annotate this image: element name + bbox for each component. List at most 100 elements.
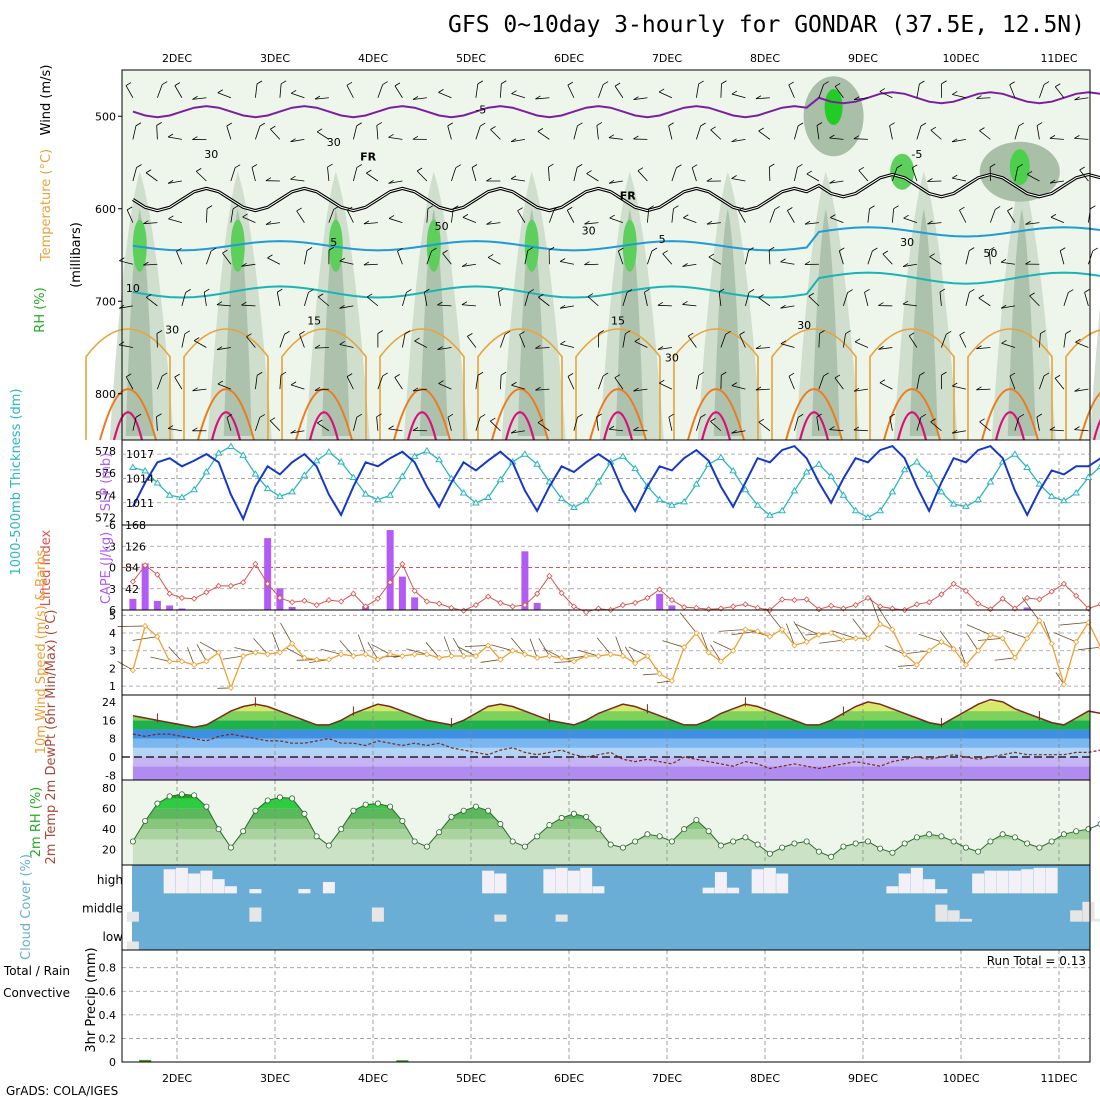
wind-barb [965, 250, 970, 265]
wind-barb [437, 347, 452, 350]
wind-barb-flag [156, 413, 162, 418]
wind-barb-flag [314, 344, 321, 349]
wind-barb-flag [553, 206, 560, 210]
thickness-point [337, 458, 346, 465]
wind-barb [596, 637, 611, 655]
temp-2m-panel: 24 16 8 0 -8 [102, 694, 1100, 782]
rh-point [583, 813, 590, 820]
wind-barb-flag [356, 413, 363, 418]
wind-barb-flag [280, 80, 287, 85]
wind-barb [467, 336, 477, 348]
wind-barb [1063, 333, 1067, 348]
wind-barb-flag [804, 261, 811, 265]
wind-speed-point [485, 642, 492, 649]
rh-point [852, 840, 859, 847]
cloud-bar [935, 904, 948, 922]
wind-speed-point [534, 654, 541, 661]
wind-barb-flag [657, 301, 664, 306]
wind-barb [560, 343, 574, 348]
lifted-index-point [154, 571, 161, 578]
isotherm-plus20 [197, 388, 255, 441]
wind-barb [443, 636, 452, 657]
wind-barb [511, 178, 525, 182]
thickness-point [582, 496, 591, 504]
wind-barb [480, 659, 501, 663]
thickness-point [913, 458, 921, 465]
wind-barb [758, 130, 771, 140]
rh-shade-50 [419, 208, 448, 436]
wind-barb [174, 85, 183, 98]
wind-barb [255, 125, 261, 140]
wind-barb-flag [893, 205, 899, 210]
wind-barb-flag [204, 288, 210, 293]
wind-barb-flag [637, 167, 644, 172]
cape-bar [398, 576, 406, 610]
wind-barb-flag [511, 381, 517, 386]
contour-label: 30 [165, 324, 179, 337]
wind-barb-flag [976, 345, 982, 350]
wind-barb [608, 137, 623, 140]
wind-barb [952, 430, 966, 434]
wind-barb [451, 208, 454, 223]
contour-label: FR [360, 151, 377, 164]
thickness-point [423, 446, 431, 454]
rh-shade-50 [909, 208, 938, 436]
rh-point [754, 841, 761, 848]
wind-barb [1036, 416, 1040, 431]
rh-shade-50 [713, 208, 742, 436]
rh-shade-50 [615, 208, 644, 436]
temp-line [132, 698, 1100, 728]
wind-barb [242, 216, 256, 223]
thickness-point [766, 511, 774, 518]
wind-barb-flag [192, 427, 198, 432]
rh-point [1060, 831, 1067, 838]
wind-barb [731, 138, 746, 143]
wind-barb [314, 97, 329, 100]
wind-barb-flag [979, 127, 985, 131]
cloud-bar [996, 870, 1009, 894]
wind-barb-flag [290, 381, 297, 386]
lifted-index-point [325, 597, 332, 604]
thickness-point [1060, 496, 1068, 504]
wind-barb-flag [135, 413, 142, 418]
wind-barb [647, 250, 653, 265]
wind-barb-flag [528, 289, 534, 293]
slp-axis-label: SLP (mb) [99, 453, 114, 512]
wind-barb [565, 655, 587, 660]
wind-barb [377, 375, 384, 390]
wind-barb [858, 170, 869, 182]
rh-shade-50 [125, 208, 154, 436]
wind-barb-flag [700, 122, 706, 127]
wind-barb-flag [388, 215, 395, 219]
wind-speed-line [132, 619, 1100, 690]
wind-barb [683, 217, 697, 224]
wind-speed-point [644, 652, 651, 660]
thickness-point [435, 455, 444, 463]
run-total-label: Run Total = 0.13 [987, 954, 1086, 968]
cloud-bar [1070, 910, 1083, 922]
wind-barb [718, 629, 746, 632]
wind-barb [1039, 375, 1045, 390]
wind-barb [535, 97, 550, 100]
wind-barb [745, 250, 749, 265]
wind-speed-point [570, 658, 577, 665]
lifted-index-point [362, 603, 369, 610]
cloud-bar [1082, 901, 1095, 922]
cape-bar [264, 538, 272, 610]
wind-barb [994, 657, 1015, 661]
wind10m-axis-label: 10m Wind Speed (m/s) & Barbs [34, 549, 49, 754]
thickness-point [227, 442, 235, 449]
wind-barb [793, 621, 807, 643]
rh-point [791, 840, 798, 847]
wind-barb [1014, 417, 1020, 431]
wind-speed-point [791, 642, 798, 649]
lifted-index-point [178, 594, 185, 602]
wind-barb [195, 171, 207, 182]
wind-barb [615, 636, 624, 657]
wind-barb [614, 377, 624, 390]
wind-barb [414, 340, 428, 348]
rh-legend-label: RH (%) [33, 287, 48, 332]
wind-barb-flag [788, 81, 794, 86]
wind-barb [327, 167, 330, 182]
wind-barb-flag [510, 138, 517, 143]
